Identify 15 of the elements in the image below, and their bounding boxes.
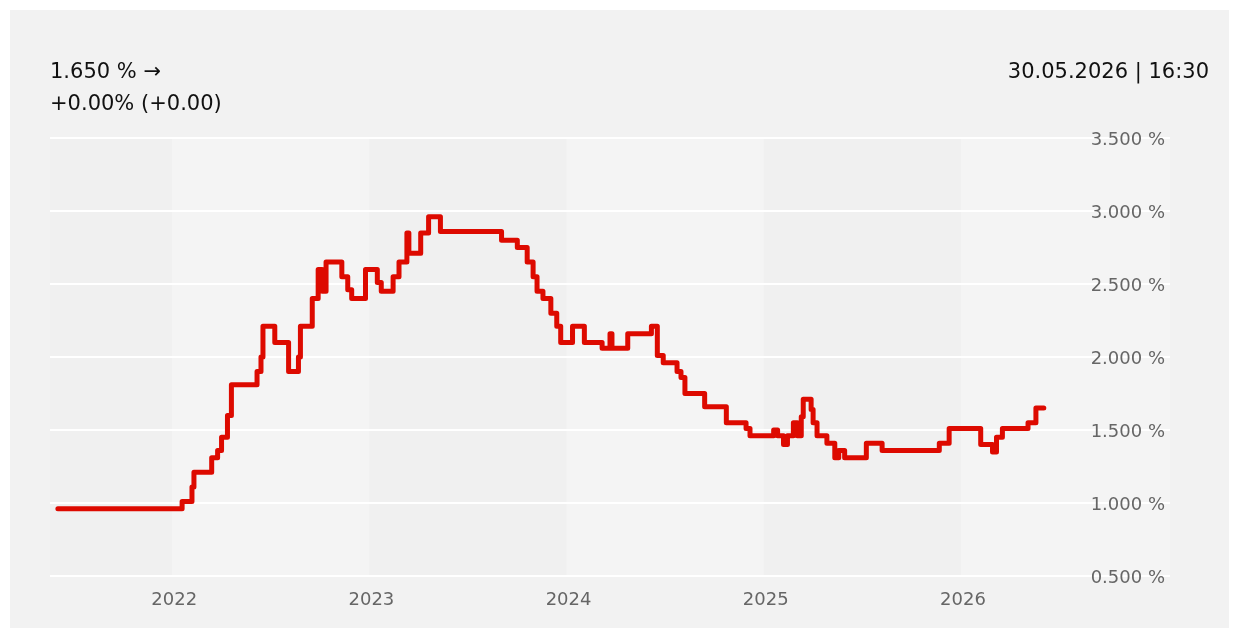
x-tick-label: 2025 — [742, 588, 789, 609]
y-tick-label: 1.500 % — [1090, 419, 1165, 441]
x-tick-label: 2026 — [940, 588, 986, 609]
x-tick-label: 2023 — [348, 588, 395, 609]
x-tick-label: 2024 — [545, 588, 592, 609]
y-tick-label: 3.500 % — [1090, 127, 1165, 149]
y-tick-label: 1.000 % — [1090, 492, 1165, 514]
text: 30.05.2026 | 16:30 — [1007, 59, 1209, 84]
y-tick-label: 0.500 % — [1090, 565, 1165, 587]
y-tick-label: 2.500 % — [1090, 273, 1165, 295]
y-tick-label: 2.000 % — [1090, 346, 1165, 368]
y-tick-label: 3.000 % — [1090, 200, 1165, 222]
chart-title: 1.650 % → — [50, 59, 162, 83]
chart-subtitle: +0.00% (+0.00) — [50, 91, 222, 115]
x-tick-label: 2022 — [151, 588, 198, 609]
